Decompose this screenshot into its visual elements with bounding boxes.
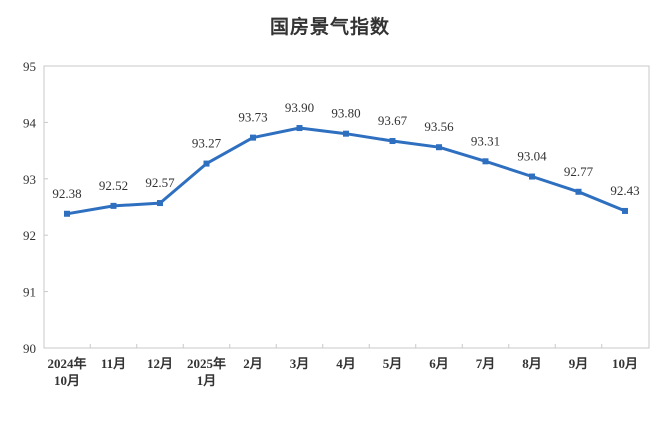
data-point-marker bbox=[203, 160, 210, 167]
data-point-marker bbox=[529, 173, 535, 180]
x-tick-label: 6月 bbox=[429, 356, 449, 371]
x-tick-label: 10月 bbox=[612, 356, 638, 371]
x-tick-label: 4月 bbox=[336, 356, 356, 371]
data-value-label: 92.38 bbox=[52, 186, 81, 201]
data-point-marker bbox=[64, 210, 70, 217]
x-axis: 2024年 10月 11月 12月 2025年 1月 2月 3月 4月 5月 6月 7月 8月 9月 10月 bbox=[47, 344, 638, 388]
data-value-label: 93.31 bbox=[471, 133, 500, 148]
data-value-label: 92.52 bbox=[99, 178, 128, 193]
data-value-label: 93.67 bbox=[378, 113, 408, 128]
x-tick-label: 11月 bbox=[101, 356, 126, 371]
data-value-label: 92.77 bbox=[564, 164, 594, 179]
data-labels: 92.38 92.52 92.57 93.27 93.73 93.90 93.80 93.67… bbox=[52, 100, 639, 201]
chart-title: 国房景气指数 bbox=[269, 16, 390, 38]
x-tick-label: 7月 bbox=[476, 356, 496, 371]
data-value-label: 93.90 bbox=[285, 100, 314, 115]
data-value-label: 93.73 bbox=[238, 110, 267, 125]
y-tick-label: 92 bbox=[23, 228, 36, 243]
y-tick-label: 91 bbox=[23, 285, 36, 300]
plot-border bbox=[43, 65, 650, 349]
data-point-marker bbox=[575, 188, 582, 195]
x-tick-label: 12月 bbox=[147, 356, 173, 371]
data-point-marker bbox=[622, 207, 628, 214]
plot-area bbox=[43, 65, 650, 349]
data-series bbox=[64, 125, 628, 217]
x-tick-label: 2024年 10月 bbox=[47, 356, 86, 388]
data-point-marker bbox=[250, 134, 256, 141]
data-value-label: 92.57 bbox=[145, 175, 175, 190]
x-tick-label: 3月 bbox=[290, 356, 310, 371]
x-tick-label: 2025年 1月 bbox=[187, 356, 226, 388]
y-tick-label: 95 bbox=[23, 59, 36, 74]
series-line bbox=[66, 126, 626, 216]
data-value-label: 93.56 bbox=[424, 119, 454, 134]
data-point-marker bbox=[389, 138, 396, 145]
data-point-marker bbox=[436, 144, 442, 151]
data-value-label: 93.04 bbox=[517, 149, 547, 164]
x-tick-label: 5月 bbox=[383, 356, 403, 371]
data-value-label: 92.43 bbox=[610, 183, 639, 198]
y-tick-label: 94 bbox=[23, 115, 37, 130]
y-tick-label: 90 bbox=[23, 341, 36, 356]
x-tick-label: 2月 bbox=[243, 356, 263, 371]
data-point-marker bbox=[343, 130, 349, 137]
x-tick-label: 8月 bbox=[522, 356, 542, 371]
data-point-marker bbox=[157, 200, 163, 207]
data-value-label: 93.27 bbox=[192, 136, 222, 151]
data-point-marker bbox=[296, 125, 303, 132]
data-point-marker bbox=[110, 202, 117, 209]
y-tick-label: 93 bbox=[23, 172, 36, 187]
data-value-label: 93.80 bbox=[331, 106, 360, 121]
x-tick-label: 9月 bbox=[569, 356, 589, 371]
data-point-marker bbox=[482, 158, 489, 165]
y-axis: 90 91 92 93 94 95 bbox=[23, 59, 48, 356]
